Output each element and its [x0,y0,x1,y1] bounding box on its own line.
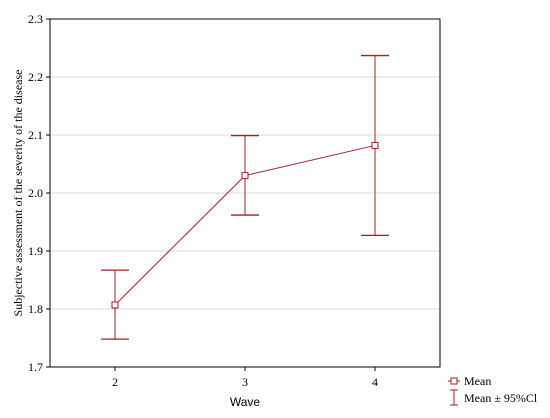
x-tick-label: 3 [242,375,248,389]
y-tick-label: 2.3 [28,12,43,26]
y-tick-label: 2.0 [28,186,43,200]
y-axis-label: Subjective assessment of the severity of… [11,70,25,317]
legend-ci-label: Mean ± 95%Cl [464,391,538,405]
legend-mean-icon [448,377,460,385]
mean-markers [111,141,379,309]
y-tick-label: 1.9 [28,244,43,258]
legend-ci-icon [450,389,458,406]
mean-marker [111,301,119,309]
legend-mean-label: Mean [464,374,491,388]
y-tick-label: 2.2 [28,70,43,84]
y-axis-ticks: 1.7 1.8 1.9 2.0 2.1 2.2 2.3 [28,12,50,374]
y-tick-label: 1.7 [28,360,43,374]
x-axis-label: Wave [230,395,261,409]
y-tick-label: 2.1 [28,128,43,142]
legend-mean-marker [450,377,458,385]
y-tick-label: 1.8 [28,302,43,316]
x-tick-label: 2 [112,375,118,389]
x-axis-ticks: 2 3 4 [112,367,378,389]
error-bars [101,54,389,340]
mean-marker [371,141,379,149]
legend: Mean Mean ± 95%Cl [448,374,538,406]
mean-marker [241,172,249,180]
x-tick-label: 4 [372,375,378,389]
